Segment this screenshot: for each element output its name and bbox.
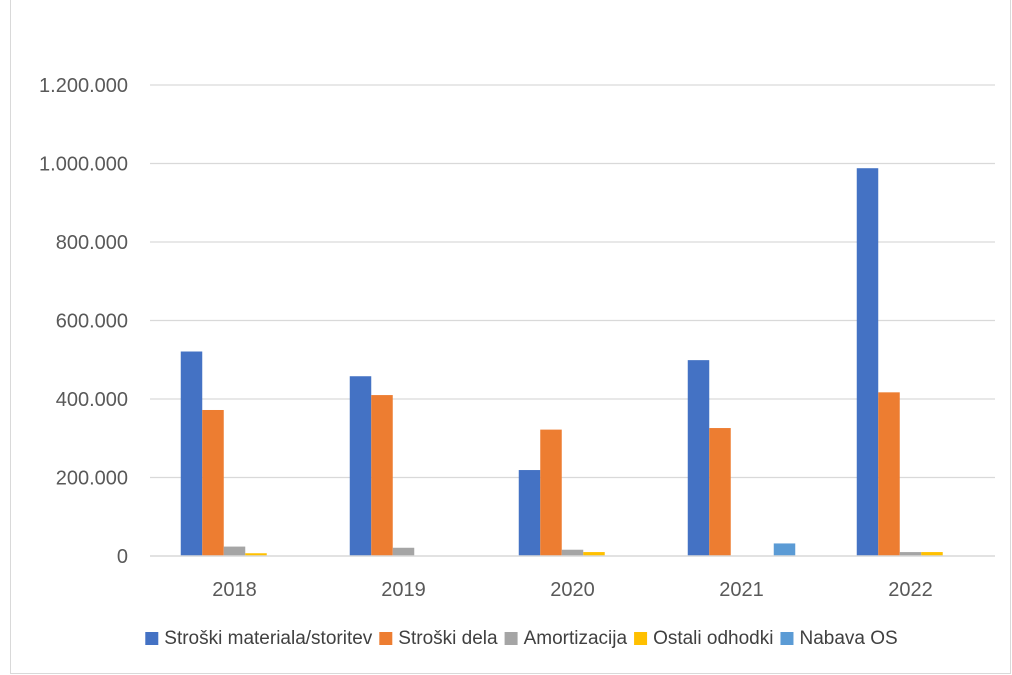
- y-tick-label: 600.000: [56, 311, 128, 333]
- legend-item: Amortizacija: [504, 628, 628, 649]
- gridlines: [150, 84, 995, 479]
- legend: Stroški materiala/storitev Stroški dela Am…: [145, 628, 898, 649]
- bar-stro-ki-dela-2022: [878, 392, 900, 556]
- legend-item: Stroški dela: [379, 628, 498, 649]
- legend-item: Stroški materiala/storitev: [145, 628, 373, 649]
- legend-label: Stroški dela: [398, 628, 498, 649]
- legend-swatch: [379, 632, 393, 645]
- bar-stro-ki-dela-2018: [202, 409, 224, 556]
- bar-stro-ki-dela-2019: [371, 395, 393, 556]
- y-axis-ticks: 0 200.000 400.000 600.000 800.000 1.000.000 1.…: [39, 75, 128, 568]
- bar-stro-ki-dela-2021: [709, 428, 731, 556]
- legend-label: Stroški materiala/storitev: [164, 628, 373, 649]
- chart-frame: [10, 0, 1011, 674]
- legend-swatch: [634, 632, 648, 645]
- x-tick-label: 2019: [381, 579, 426, 601]
- bar-stro-ki-dela-2020: [540, 429, 562, 556]
- bar-amortizacija-2020: [561, 549, 584, 556]
- legend-item: Nabava OS: [780, 628, 898, 649]
- bar-ostali-odhodki-2020: [583, 552, 605, 556]
- y-tick-label: 1.000.000: [39, 154, 128, 176]
- legend-swatch: [504, 632, 518, 645]
- bar-amortizacija-2019: [392, 547, 415, 556]
- bar-stro-ki-materiala-storitev-2021: [687, 360, 710, 556]
- legend-label: Ostali odhodki: [653, 628, 773, 649]
- y-tick-label: 0: [117, 546, 128, 568]
- bar-amortizacija-2018: [223, 546, 246, 556]
- bar-stro-ki-materiala-storitev-2022: [856, 168, 879, 556]
- x-axis: 2018 2019 2020 2021 2022: [150, 555, 995, 601]
- x-tick-label: 2022: [888, 579, 933, 601]
- bar-amortizacija-2022: [899, 552, 922, 556]
- legend-label: Amortizacija: [524, 628, 628, 649]
- bar-stro-ki-materiala-storitev-2020: [518, 470, 541, 556]
- legend-swatch: [145, 632, 159, 645]
- legend-item: Ostali odhodki: [634, 628, 773, 649]
- bar-nabava-os-2021: [773, 543, 796, 556]
- legend-swatch: [780, 632, 794, 645]
- bar-stro-ki-materiala-storitev-2018: [180, 351, 203, 556]
- bar-stro-ki-materiala-storitev-2019: [349, 376, 372, 556]
- x-tick-label: 2021: [719, 579, 764, 601]
- y-tick-label: 200.000: [56, 468, 128, 490]
- y-tick-label: 800.000: [56, 232, 128, 254]
- x-tick-label: 2018: [212, 579, 257, 601]
- y-tick-label: 400.000: [56, 389, 128, 411]
- x-tick-label: 2020: [550, 579, 595, 601]
- bars: [180, 168, 943, 556]
- legend-label: Nabava OS: [799, 628, 897, 649]
- bar-ostali-odhodki-2018: [245, 553, 267, 556]
- bar-ostali-odhodki-2022: [921, 552, 943, 556]
- y-tick-label: 1.200.000: [39, 75, 128, 97]
